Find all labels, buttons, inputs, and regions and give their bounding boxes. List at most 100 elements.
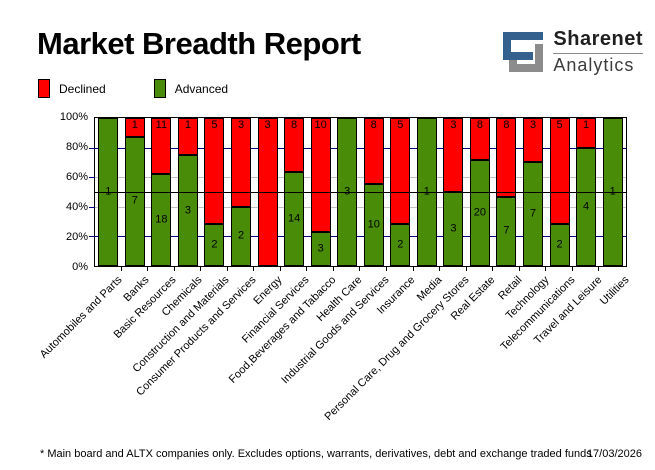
category-boundary-tick xyxy=(545,267,547,271)
declined-count-label: 5 xyxy=(211,119,218,131)
segment-advanced xyxy=(124,136,145,266)
segment-declined xyxy=(523,118,544,163)
segment-advanced xyxy=(363,183,384,266)
declined-count-label: 3 xyxy=(264,119,271,131)
declined-count-label: 3 xyxy=(529,119,537,131)
category-boundary-tick xyxy=(465,267,467,271)
category-boundary-tick xyxy=(147,267,149,271)
breadth-chart: 1171118135232381410338105213382087375214… xyxy=(38,111,631,423)
declined-color-swatch xyxy=(38,79,50,98)
segment-declined xyxy=(549,118,570,224)
footnote: * Main board and ALTX companies only. Ex… xyxy=(40,448,592,460)
bar-industrial-goods-and-services: 8 10 xyxy=(360,118,388,271)
gridline-60 xyxy=(95,177,626,179)
segment-declined xyxy=(151,118,172,175)
advanced-count-label: 7 xyxy=(131,194,138,207)
advanced-color-swatch xyxy=(153,79,166,98)
category-boundary-tick xyxy=(253,267,255,271)
advanced-count-label: 3 xyxy=(334,186,361,198)
advanced-count-label: 10 xyxy=(367,218,380,231)
category-boundary-tick xyxy=(120,267,122,271)
declined-count-label: 1 xyxy=(131,119,138,131)
segment-advanced xyxy=(469,160,490,266)
plot-area: 1171118135232381410338105213382087375214… xyxy=(89,117,627,271)
bar-real-estate: 8 20 xyxy=(467,118,494,271)
category-boundary-tick xyxy=(332,267,334,271)
segment-advanced xyxy=(496,196,517,266)
segment-advanced xyxy=(204,223,225,266)
category-boundary-tick xyxy=(439,267,441,271)
category-boundary-tick xyxy=(306,267,308,271)
y-axis-tick-label: 60% xyxy=(65,171,88,183)
logo-text: Sharenet Analytics xyxy=(553,28,643,76)
advanced-count-label: 3 xyxy=(184,204,191,216)
segment-advanced xyxy=(523,162,544,266)
gridline-80 xyxy=(95,147,626,149)
segment-declined xyxy=(496,118,517,197)
y-axis-tick-label: 0% xyxy=(72,261,88,273)
category-boundary-tick xyxy=(598,267,600,271)
y-axis-tick-label: 40% xyxy=(65,201,88,213)
category-boundary-tick xyxy=(173,267,175,271)
segment-advanced xyxy=(310,231,331,266)
advanced-count-label: 4 xyxy=(583,200,590,213)
segment-declined xyxy=(124,118,145,137)
segment-declined xyxy=(469,118,490,161)
y-axis-tick-60 xyxy=(89,177,95,179)
advanced-count-label: 1 xyxy=(414,186,441,198)
y-axis-tick-40 xyxy=(89,206,95,208)
report-date: 17/03/2026 xyxy=(586,448,642,460)
advanced-count-label: 7 xyxy=(529,207,537,220)
category-boundary-tick xyxy=(492,267,494,271)
gridline-20 xyxy=(95,236,626,238)
segment-declined xyxy=(363,118,384,184)
category-boundary-tick xyxy=(226,267,228,271)
advanced-count-label: 2 xyxy=(556,238,563,251)
category-boundary-tick xyxy=(518,267,520,271)
advanced-count-label: 1 xyxy=(599,186,626,198)
segment-advanced xyxy=(151,174,172,266)
bars-container: 1171118135232381410338105213382087375214… xyxy=(95,118,626,271)
declined-count-label: 3 xyxy=(450,119,457,131)
y-axis-tick-20 xyxy=(89,236,95,238)
advanced-count-label: 20 xyxy=(473,206,487,219)
category-boundary-tick xyxy=(279,267,281,271)
segment-advanced xyxy=(177,155,198,266)
segment-declined xyxy=(443,118,464,192)
declined-count-label: 3 xyxy=(237,119,245,131)
advanced-count-label: 2 xyxy=(211,238,218,251)
advanced-count-label: 7 xyxy=(503,224,510,237)
segment-advanced xyxy=(284,171,305,266)
segment-advanced xyxy=(549,223,570,266)
declined-count-label: 1 xyxy=(583,119,590,131)
category-boundary-tick xyxy=(200,267,202,271)
segment-declined xyxy=(231,118,251,207)
advanced-count-label: 3 xyxy=(450,222,457,235)
bar-basic-resources: 11 18 xyxy=(148,118,175,271)
declined-count-label: 8 xyxy=(291,119,298,131)
advanced-count-label: 2 xyxy=(237,229,245,242)
declined-count-label: 8 xyxy=(370,119,377,131)
segment-declined xyxy=(284,118,305,172)
segment-advanced xyxy=(390,223,411,266)
advanced-count-label: 3 xyxy=(317,242,324,255)
legend-label-declined: Declined xyxy=(59,81,106,96)
segment-advanced xyxy=(576,147,597,266)
sharenet-logo-icon xyxy=(501,30,545,74)
reference-line-50pct xyxy=(95,192,626,193)
legend-item-declined: Declined xyxy=(38,79,106,98)
logo-brand-name: Sharenet xyxy=(553,28,643,54)
y-axis-tick-label: 20% xyxy=(65,231,88,243)
segment-declined xyxy=(390,118,411,224)
y-axis-tick-label: 100% xyxy=(59,111,88,123)
advanced-count-label: 1 xyxy=(95,186,122,198)
gridline-40 xyxy=(95,206,626,208)
